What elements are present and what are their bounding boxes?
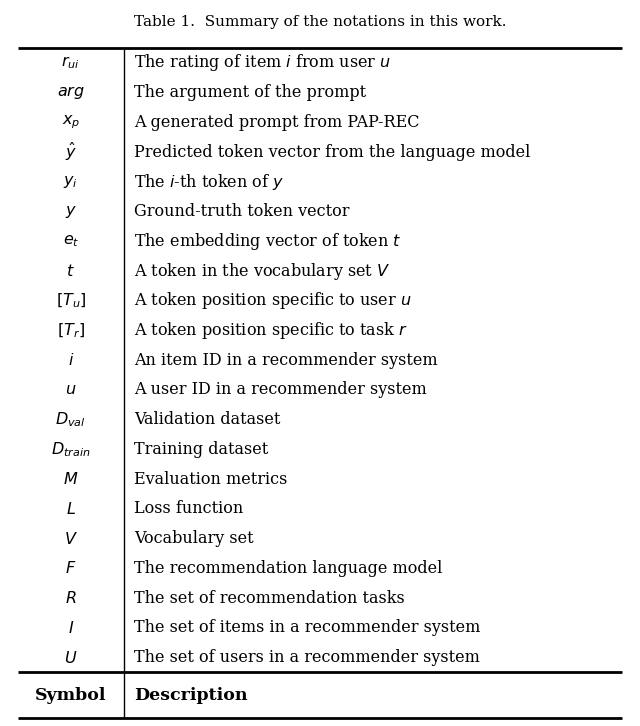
- Text: A token position specific to user $u$: A token position specific to user $u$: [134, 290, 412, 311]
- Text: Training dataset: Training dataset: [134, 441, 268, 458]
- Text: The rating of item $i$ from user $u$: The rating of item $i$ from user $u$: [134, 52, 390, 73]
- Text: Symbol: Symbol: [35, 687, 107, 703]
- Text: A generated prompt from PAP-REC: A generated prompt from PAP-REC: [134, 114, 419, 131]
- Text: $\mathit{F}$: $\mathit{F}$: [65, 560, 77, 576]
- Text: A token in the vocabulary set $V$: A token in the vocabulary set $V$: [134, 261, 390, 282]
- Text: An item ID in a recommender system: An item ID in a recommender system: [134, 351, 437, 369]
- Text: The $i$-th token of $y$: The $i$-th token of $y$: [134, 172, 284, 192]
- Text: $\hat{y}$: $\hat{y}$: [65, 141, 77, 163]
- Text: $\mathit{u}$: $\mathit{u}$: [65, 383, 77, 397]
- Text: $D_{val}$: $D_{val}$: [56, 410, 86, 429]
- Text: The argument of the prompt: The argument of the prompt: [134, 84, 366, 101]
- Text: A user ID in a recommender system: A user ID in a recommender system: [134, 381, 426, 399]
- Text: The embedding vector of token $t$: The embedding vector of token $t$: [134, 231, 401, 252]
- Text: $\mathit{t}$: $\mathit{t}$: [67, 263, 76, 279]
- Text: The set of recommendation tasks: The set of recommendation tasks: [134, 590, 404, 607]
- Text: $y_i$: $y_i$: [63, 174, 78, 189]
- Text: $D_{train}$: $D_{train}$: [51, 440, 91, 459]
- Text: $x_p$: $x_p$: [61, 113, 80, 131]
- Text: $\mathit{R}$: $\mathit{R}$: [65, 590, 77, 606]
- Text: $\mathit{y}$: $\mathit{y}$: [65, 203, 77, 219]
- Text: $\mathit{arg}$: $\mathit{arg}$: [57, 84, 85, 101]
- Text: $\mathit{i}$: $\mathit{i}$: [68, 352, 74, 368]
- Text: $\mathit{M}$: $\mathit{M}$: [63, 471, 79, 487]
- Text: $\mathit{U}$: $\mathit{U}$: [64, 650, 77, 666]
- Text: Table 1.  Summary of the notations in this work.: Table 1. Summary of the notations in thi…: [134, 15, 506, 29]
- Text: Vocabulary set: Vocabulary set: [134, 530, 253, 547]
- Text: $\mathit{I}$: $\mathit{I}$: [68, 620, 74, 636]
- Text: A token position specific to task $r$: A token position specific to task $r$: [134, 320, 408, 341]
- Text: $r_{ui}$: $r_{ui}$: [61, 54, 80, 71]
- Text: Predicted token vector from the language model: Predicted token vector from the language…: [134, 144, 530, 160]
- Text: $e_t$: $e_t$: [63, 234, 79, 249]
- Text: Validation dataset: Validation dataset: [134, 411, 280, 428]
- Text: Evaluation metrics: Evaluation metrics: [134, 470, 287, 488]
- Text: $\mathit{V}$: $\mathit{V}$: [64, 531, 78, 547]
- Text: Description: Description: [134, 687, 247, 703]
- Text: The recommendation language model: The recommendation language model: [134, 560, 442, 577]
- Text: Ground-truth token vector: Ground-truth token vector: [134, 203, 349, 220]
- Text: The set of users in a recommender system: The set of users in a recommender system: [134, 649, 479, 666]
- Text: The set of items in a recommender system: The set of items in a recommender system: [134, 619, 480, 636]
- Text: $[T_u]$: $[T_u]$: [56, 292, 86, 310]
- Text: $\mathit{L}$: $\mathit{L}$: [66, 501, 76, 517]
- Text: $[T_r]$: $[T_r]$: [57, 322, 85, 340]
- Text: Loss function: Loss function: [134, 500, 243, 518]
